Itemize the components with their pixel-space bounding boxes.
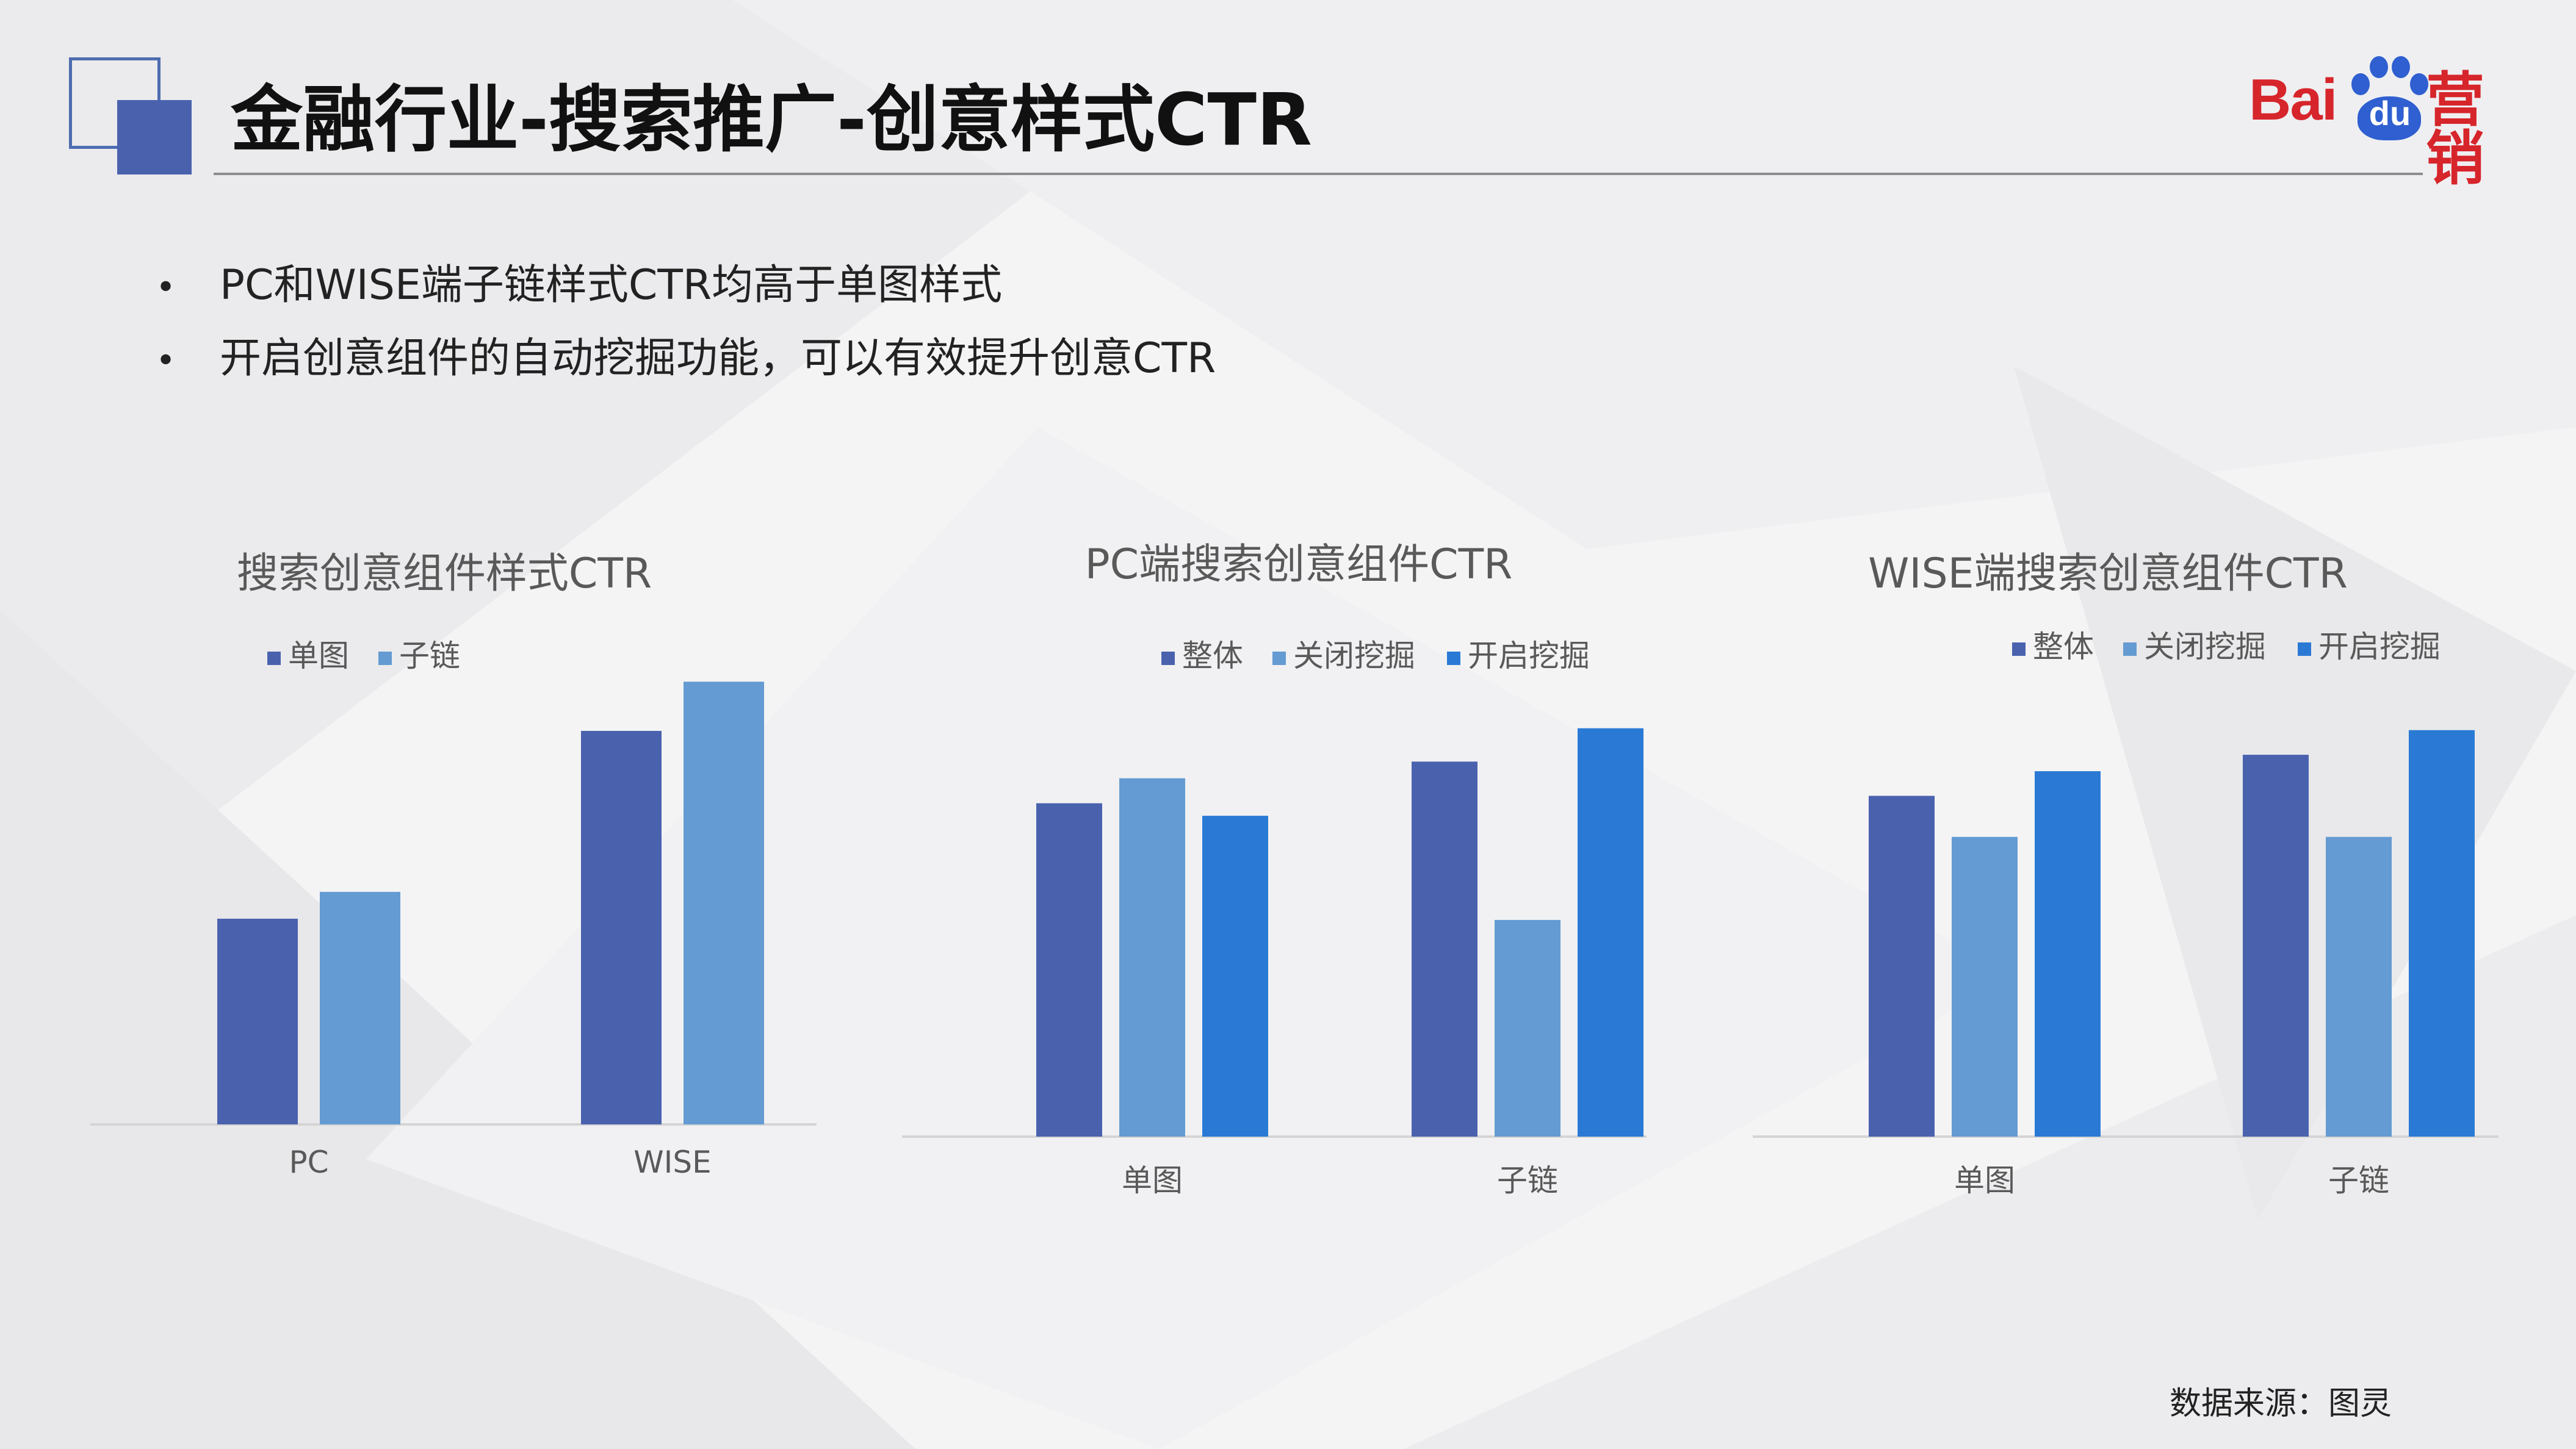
- chart-style-ctr-svg: 搜索创意组件样式CTR 单图 子链 PC WISE: [90, 550, 817, 1180]
- bar: [1495, 919, 1560, 1137]
- bullet-text: 开启创意组件的自动挖掘功能，可以有效提升创意CTR: [220, 334, 1216, 383]
- legend-label: 整体: [1182, 638, 1243, 674]
- bullet-marker: •: [156, 341, 176, 381]
- legend-swatch: [1161, 652, 1175, 665]
- chart-title: PC端搜索创意组件CTR: [1085, 541, 1513, 589]
- legend-label: 开启挖掘: [1468, 638, 1590, 674]
- bar: [1869, 796, 1935, 1137]
- bar: [1952, 836, 2018, 1137]
- bar: [2326, 836, 2392, 1137]
- legend-swatch: [1447, 652, 1460, 665]
- legend-swatch: [1272, 652, 1286, 665]
- x-tick-label: PC: [289, 1145, 328, 1180]
- data-source: 数据来源：图灵: [2170, 1386, 2392, 1422]
- bar: [217, 918, 298, 1124]
- baidu-marketing-logo: Bai du 营销: [2249, 52, 2536, 188]
- bar: [320, 891, 400, 1124]
- bar: [684, 681, 764, 1124]
- x-tick-label: 单图: [1954, 1163, 2015, 1198]
- page-title: 金融行业-搜索推广-创意样式CTR: [231, 77, 1312, 162]
- bar: [581, 730, 662, 1124]
- bar: [1036, 803, 1102, 1137]
- paw-icon: du: [2347, 52, 2469, 144]
- legend-swatch: [267, 652, 281, 665]
- bar: [1578, 728, 1643, 1137]
- logo-du-text: du: [2369, 94, 2411, 132]
- legend-label: 开启挖掘: [2318, 629, 2441, 664]
- title-divider: [214, 173, 2423, 175]
- bullet-marker: •: [156, 268, 176, 307]
- bullet-list: • PC和WISE端子链样式CTR均高于单图样式 • 开启创意组件的自动挖掘功能，可…: [156, 250, 1216, 397]
- legend-label: 关闭挖掘: [2144, 629, 2266, 664]
- legend-label: 子链: [399, 638, 460, 674]
- legend-swatch: [2123, 642, 2137, 656]
- bar: [2035, 771, 2101, 1137]
- bullet-item: • PC和WISE端子链样式CTR均高于单图样式: [156, 250, 1216, 323]
- bar: [1412, 761, 1477, 1137]
- chart-title: WISE端搜索创意组件CTR: [1868, 550, 2348, 598]
- logo-brand-text: Bai: [2249, 67, 2337, 132]
- chart-title: 搜索创意组件样式CTR: [237, 550, 652, 598]
- x-tick-label: WISE: [633, 1145, 712, 1180]
- legend-swatch: [2012, 642, 2026, 656]
- bullet-item: • 开启创意组件的自动挖掘功能，可以有效提升创意CTR: [156, 323, 1216, 397]
- chart-style-ctr: 搜索创意组件样式CTR 单图 子链 PC WISE: [90, 537, 823, 1186]
- x-tick-label: 子链: [1497, 1163, 1558, 1198]
- bar: [2243, 755, 2309, 1137]
- logo-suffix-text: 营销: [2426, 66, 2484, 193]
- chart-pc-ctr: PC端搜索创意组件CTR 整体 关闭挖掘 开启挖掘单图 子链: [902, 537, 1647, 1210]
- legend-label: 整体: [2033, 629, 2094, 664]
- bar: [2409, 730, 2475, 1137]
- bullet-text: PC和WISE端子链样式CTR均高于单图样式: [220, 261, 1003, 309]
- x-tick-label: 子链: [2328, 1163, 2389, 1198]
- chart-wise-ctr: WISE端搜索创意组件CTR 整体 关闭挖掘 开启挖掘单图 子链: [1753, 537, 2503, 1210]
- legend-swatch: [2298, 642, 2311, 656]
- legend-label: 单图: [288, 638, 349, 674]
- bar: [1119, 778, 1185, 1137]
- x-tick-label: 单图: [1122, 1163, 1183, 1198]
- title-decoration-square: [117, 100, 192, 174]
- legend-label: 关闭挖掘: [1293, 638, 1415, 674]
- bar: [1202, 816, 1268, 1137]
- legend-swatch: [378, 652, 392, 665]
